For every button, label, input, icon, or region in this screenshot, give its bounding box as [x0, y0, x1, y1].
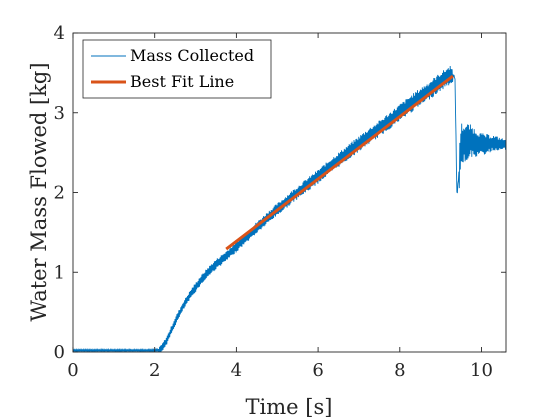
y-tick-label: 4 [54, 23, 65, 44]
x-tick-label: 0 [67, 360, 78, 381]
x-tick-label: 4 [231, 360, 242, 381]
legend-box [82, 39, 272, 99]
y-tick-label: 3 [54, 103, 65, 124]
x-tick-label: 8 [394, 360, 405, 381]
x-tick-label: 10 [470, 360, 493, 381]
y-tick-label: 2 [54, 183, 65, 204]
data-layer [73, 65, 506, 352]
x-axis-label: Time [s] [246, 395, 333, 419]
y-axis-label: Water Mass Flowed [kg] [27, 62, 51, 321]
x-tick-label: 2 [149, 360, 160, 381]
axes-layer [72, 32, 507, 353]
legend: Mass Collected Best Fit Line [82, 39, 272, 99]
y-tick-label: 1 [54, 262, 65, 283]
tick-labels: 0 2 4 6 8 10 0 1 2 3 4 [54, 23, 493, 381]
legend-label-mass-collected: Mass Collected [130, 46, 254, 65]
series-line-mass-collected [73, 65, 506, 352]
series-line-best-fit-line [225, 74, 454, 251]
x-tick-label: 6 [312, 360, 323, 381]
legend-label-best-fit: Best Fit Line [130, 72, 234, 91]
y-tick-label: 0 [54, 342, 65, 363]
